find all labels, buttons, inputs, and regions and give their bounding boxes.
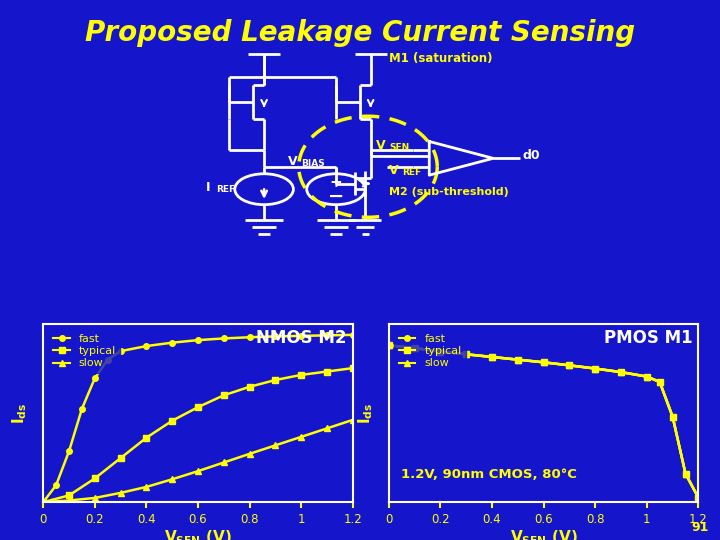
Text: −: − <box>328 187 344 206</box>
Text: NMOS M2: NMOS M2 <box>256 329 346 347</box>
Text: d0: d0 <box>523 149 540 162</box>
Text: V: V <box>390 165 399 178</box>
Legend: fast, typical, slow: fast, typical, slow <box>49 329 120 373</box>
Legend: fast, typical, slow: fast, typical, slow <box>395 329 466 373</box>
Text: 1.2V, 90nm CMOS, 80°C: 1.2V, 90nm CMOS, 80°C <box>401 468 577 481</box>
Text: REF: REF <box>402 168 422 178</box>
Text: M1 (saturation): M1 (saturation) <box>390 52 492 65</box>
Y-axis label: $\mathbf{I_{ds}}$: $\mathbf{I_{ds}}$ <box>356 402 375 424</box>
Text: +: + <box>330 175 343 190</box>
Text: REF: REF <box>216 185 235 194</box>
Text: I: I <box>205 181 210 194</box>
Text: 91: 91 <box>692 521 709 534</box>
Text: V: V <box>288 154 297 167</box>
Text: M2 (sub-threshold): M2 (sub-threshold) <box>390 187 509 197</box>
Text: SEN: SEN <box>390 143 410 152</box>
Text: BIAS: BIAS <box>302 159 325 167</box>
Y-axis label: $\mathbf{I_{ds}}$: $\mathbf{I_{ds}}$ <box>11 402 30 424</box>
Text: V: V <box>376 139 386 152</box>
X-axis label: $\mathbf{V_{SEN}}$ $\mathbf{(V)}$: $\mathbf{V_{SEN}}$ $\mathbf{(V)}$ <box>164 529 232 540</box>
Text: PMOS M1: PMOS M1 <box>603 329 692 347</box>
Text: Proposed Leakage Current Sensing: Proposed Leakage Current Sensing <box>85 19 635 47</box>
X-axis label: $\mathbf{V_{SEN}}$ $\mathbf{(V)}$: $\mathbf{V_{SEN}}$ $\mathbf{(V)}$ <box>510 529 577 540</box>
